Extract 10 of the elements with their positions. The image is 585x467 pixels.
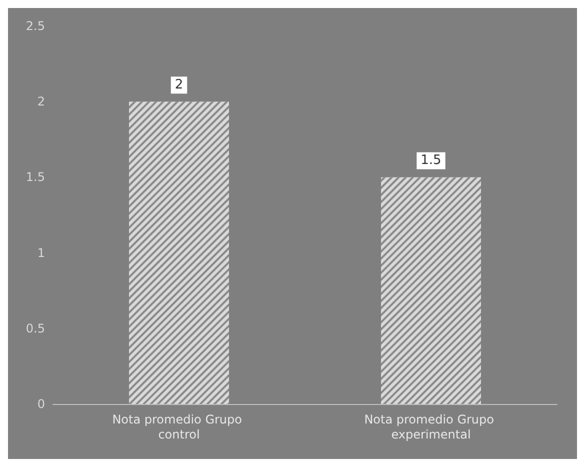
x-tick-label: Nota promedio Grupo experimental bbox=[364, 412, 498, 442]
y-tick-label: 2 bbox=[37, 94, 45, 109]
y-tick-label: 1.5 bbox=[26, 170, 45, 184]
y-tick-label: 0 bbox=[37, 397, 45, 411]
y-tick-label: 1 bbox=[37, 246, 45, 260]
data-label: 2 bbox=[174, 78, 184, 93]
data-label: 1.5 bbox=[420, 153, 442, 168]
x-tick-label: Nota promedio Grupo control bbox=[112, 412, 246, 442]
y-tick-label: 2.5 bbox=[26, 19, 45, 33]
y-tick-label: 0.5 bbox=[26, 321, 45, 336]
